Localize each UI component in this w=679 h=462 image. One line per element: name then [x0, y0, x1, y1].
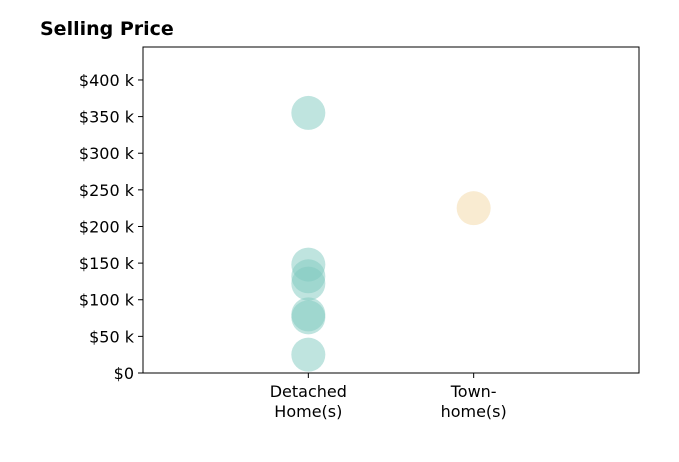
- data-point: [291, 95, 326, 130]
- data-points: [291, 95, 491, 372]
- x-tick-label-line: home(s): [441, 402, 507, 421]
- y-tick-label: $250 k: [79, 181, 135, 200]
- x-axis: Detached Home(s) Town-home(s): [270, 373, 507, 421]
- y-axis: $0 $50 k $100 k $150 k $200 k $250 k $300 k $35…: [79, 71, 143, 383]
- x-tick-label-line: Town-: [450, 382, 497, 401]
- data-point: [291, 337, 326, 372]
- data-point: [291, 266, 326, 301]
- y-tick-label: $350 k: [79, 108, 135, 127]
- y-tick-label: $300 k: [79, 144, 135, 163]
- data-point: [291, 300, 326, 335]
- x-tick-label: Detached Home(s): [270, 382, 347, 421]
- plot-frame: [142, 46, 640, 374]
- x-tick-label: Town-home(s): [441, 382, 507, 421]
- y-tick-label: $50 k: [89, 327, 135, 346]
- data-point: [456, 191, 491, 226]
- y-tick-label: $100 k: [79, 291, 135, 310]
- chart-title: Selling Price: [40, 18, 174, 40]
- y-tick-label: $200 k: [79, 217, 135, 236]
- y-tick-label: $0: [114, 364, 134, 383]
- y-tick-label: $400 k: [79, 71, 135, 90]
- y-tick-label: $150 k: [79, 254, 135, 273]
- x-tick-label-line: Detached: [270, 382, 347, 401]
- x-tick-label-line: Home(s): [274, 402, 342, 421]
